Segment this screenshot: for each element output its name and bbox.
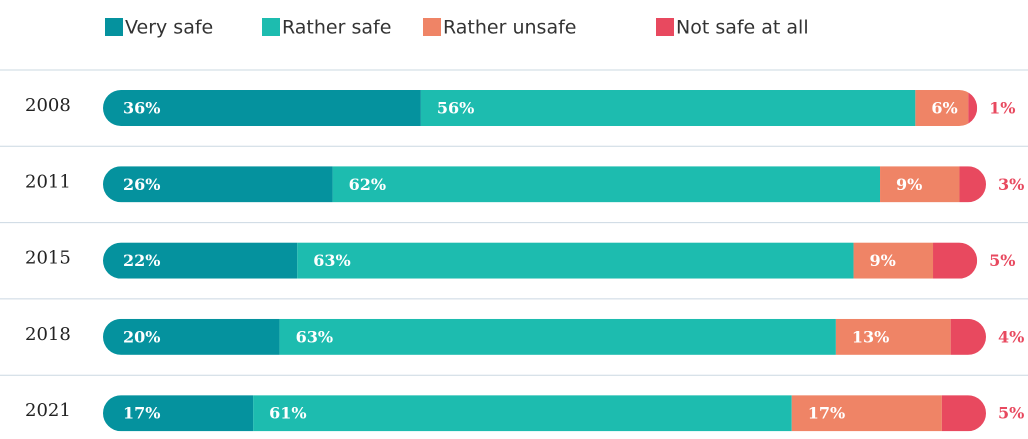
bar-segment: [950, 318, 986, 355]
legend-swatch: [105, 18, 123, 36]
bar-segment: [853, 242, 934, 279]
value-label: 56%: [437, 99, 474, 118]
value-label: 13%: [852, 327, 889, 346]
legend-swatch: [423, 18, 441, 36]
value-label: 9%: [896, 175, 922, 194]
value-label: 5%: [998, 404, 1024, 423]
value-label: 9%: [870, 251, 896, 270]
bar-segment: [968, 90, 978, 126]
legend-label: Not safe at all: [676, 17, 809, 39]
value-label: 61%: [269, 404, 306, 423]
value-label: 36%: [123, 99, 160, 118]
bar-segment: [103, 242, 298, 279]
bar-segment: [880, 166, 960, 203]
value-label: 1%: [989, 99, 1015, 118]
value-label: 62%: [349, 175, 386, 194]
value-label: 63%: [313, 251, 350, 270]
bar-segment: [103, 318, 280, 355]
value-label: 20%: [123, 327, 160, 346]
value-label: 22%: [123, 251, 160, 270]
value-label: 3%: [998, 175, 1024, 194]
bar-segment: [103, 166, 333, 203]
y-tick-label: 2011: [25, 171, 71, 192]
y-tick-label: 2018: [25, 324, 71, 345]
legend-label: Very safe: [125, 17, 213, 39]
bar-segment: [959, 166, 986, 203]
bar-segment: [915, 90, 969, 126]
value-label: 4%: [998, 327, 1024, 346]
legend-swatch: [262, 18, 280, 36]
bar-segment: [253, 395, 792, 432]
value-label: 17%: [808, 404, 845, 423]
bar-segment: [103, 395, 254, 432]
legend-label: Rather unsafe: [443, 17, 576, 39]
value-label: 6%: [931, 99, 957, 118]
value-label: 26%: [123, 175, 160, 194]
bar-segment: [279, 318, 836, 355]
y-tick-label: 2008: [25, 95, 71, 116]
bar-segment: [420, 90, 916, 126]
bar-segment: [941, 395, 986, 432]
y-tick-label: 2015: [25, 248, 71, 269]
value-label: 17%: [123, 404, 160, 423]
value-label: 5%: [989, 251, 1015, 270]
bar-segment: [933, 242, 978, 279]
value-label: 63%: [296, 327, 333, 346]
bar-segment: [835, 318, 951, 355]
legend-label: Rather safe: [282, 17, 391, 39]
bar-segment: [297, 242, 854, 279]
bar-segment: [103, 90, 421, 126]
legend-swatch: [656, 18, 674, 36]
bar-segment: [791, 395, 942, 432]
bar-segment: [332, 166, 881, 203]
y-tick-label: 2021: [25, 400, 71, 421]
